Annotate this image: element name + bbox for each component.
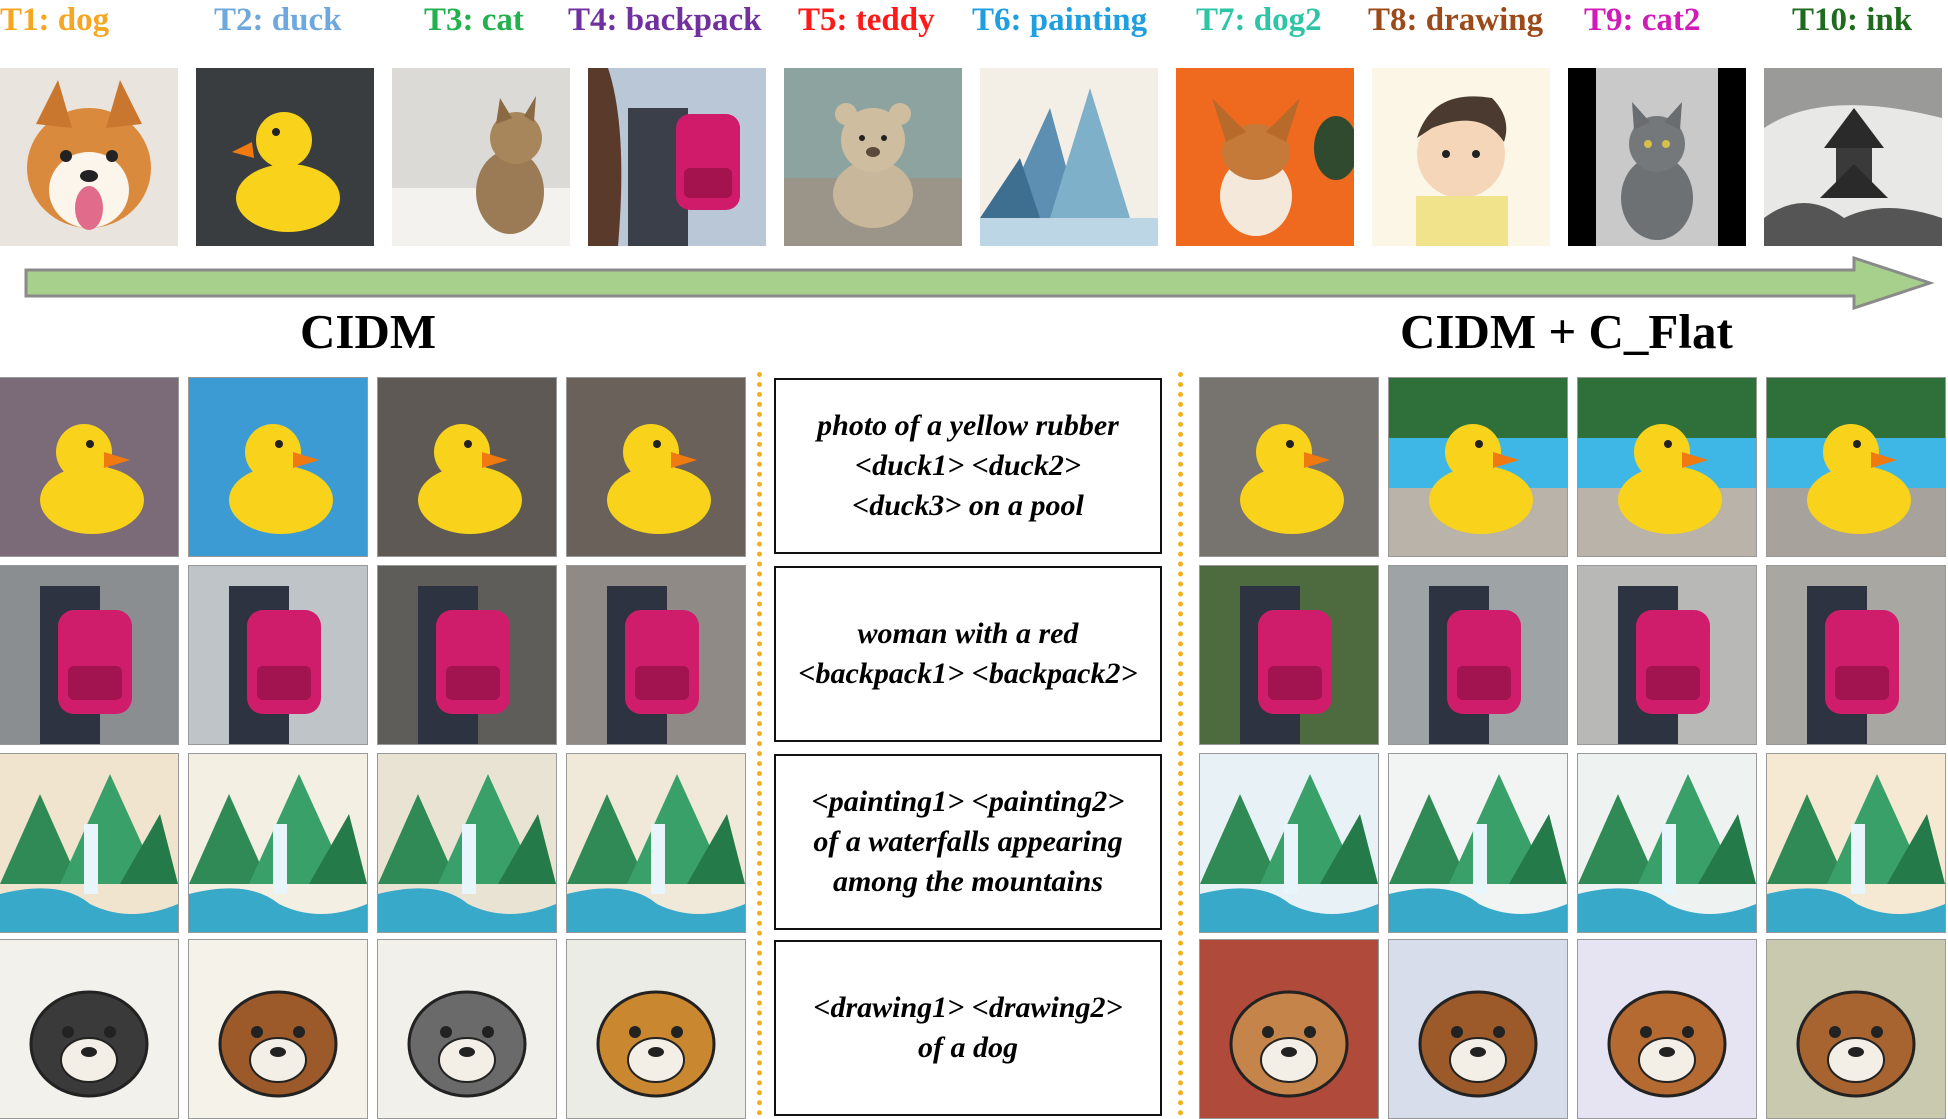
cidm-duck-image bbox=[188, 377, 368, 557]
task-image-cat bbox=[392, 68, 570, 246]
task-label: T6: painting bbox=[972, 2, 1148, 38]
cidm-painting-image bbox=[377, 753, 557, 933]
task-image-dog bbox=[0, 68, 178, 246]
cidm-painting-image bbox=[0, 753, 179, 933]
cidm-cflat-drawing-image bbox=[1766, 939, 1946, 1119]
prompt-text: <painting1> <painting2> of a waterfalls … bbox=[811, 785, 1125, 898]
cidm-cflat-duck-image bbox=[1577, 377, 1757, 557]
cidm-drawing-image bbox=[188, 939, 368, 1119]
method-title-cidm-cflat: CIDM + C_Flat bbox=[1400, 304, 1733, 359]
cidm-backpack-image bbox=[188, 565, 368, 745]
cidm-cflat-duck-image bbox=[1388, 377, 1568, 557]
cidm-duck-image bbox=[566, 377, 746, 557]
prompt-box-painting: <painting1> <painting2> of a waterfalls … bbox=[774, 754, 1162, 930]
cidm-cflat-backpack-image bbox=[1766, 565, 1946, 745]
cidm-cflat-drawing-image bbox=[1199, 939, 1379, 1119]
prompt-text: photo of a yellow rubber <duck1> <duck2>… bbox=[817, 409, 1119, 522]
task-image-ink bbox=[1764, 68, 1942, 246]
task-label: T5: teddy bbox=[798, 2, 935, 38]
task-image-cat2 bbox=[1568, 68, 1746, 246]
cidm-cflat-drawing-image bbox=[1577, 939, 1757, 1119]
prompt-box-drawing: <drawing1> <drawing2> of a dog bbox=[774, 940, 1162, 1116]
cidm-drawing-image bbox=[0, 939, 179, 1119]
cidm-duck-image bbox=[377, 377, 557, 557]
task-label: T1: dog bbox=[0, 2, 110, 38]
prompt-text: woman with a red <backpack1> <backpack2> bbox=[798, 617, 1138, 690]
task-label: T2: duck bbox=[214, 2, 342, 38]
cidm-cflat-duck-image bbox=[1199, 377, 1379, 557]
cidm-cflat-backpack-image bbox=[1199, 565, 1379, 745]
right-divider bbox=[1178, 372, 1183, 1116]
cidm-cflat-painting-image bbox=[1388, 753, 1568, 933]
cidm-cflat-painting-image bbox=[1577, 753, 1757, 933]
cidm-painting-image bbox=[566, 753, 746, 933]
cidm-backpack-image bbox=[377, 565, 557, 745]
cidm-duck-image bbox=[0, 377, 179, 557]
cidm-cflat-backpack-image bbox=[1577, 565, 1757, 745]
cidm-backpack-image bbox=[566, 565, 746, 745]
task-image-drawing bbox=[1372, 68, 1550, 246]
prompt-box-duck: photo of a yellow rubber <duck1> <duck2>… bbox=[774, 378, 1162, 554]
task-image-backpack bbox=[588, 68, 766, 246]
cidm-drawing-image bbox=[566, 939, 746, 1119]
task-label: T8: drawing bbox=[1368, 2, 1544, 38]
cidm-cflat-drawing-image bbox=[1388, 939, 1568, 1119]
left-divider bbox=[757, 372, 762, 1116]
task-image-dog2 bbox=[1176, 68, 1354, 246]
task-label: T7: dog2 bbox=[1196, 2, 1322, 38]
cidm-painting-image bbox=[188, 753, 368, 933]
task-image-duck bbox=[196, 68, 374, 246]
cidm-backpack-image bbox=[0, 565, 179, 745]
method-title-cidm: CIDM bbox=[300, 304, 437, 359]
task-image-teddy bbox=[784, 68, 962, 246]
cidm-cflat-painting-image bbox=[1199, 753, 1379, 933]
task-image-painting bbox=[980, 68, 1158, 246]
prompt-box-backpack: woman with a red <backpack1> <backpack2> bbox=[774, 566, 1162, 742]
task-sequence-arrow bbox=[24, 256, 1934, 310]
prompt-text: <drawing1> <drawing2> of a dog bbox=[813, 991, 1123, 1064]
task-label: T4: backpack bbox=[568, 2, 762, 38]
cidm-cflat-backpack-image bbox=[1388, 565, 1568, 745]
cidm-drawing-image bbox=[377, 939, 557, 1119]
task-label: T9: cat2 bbox=[1584, 2, 1701, 38]
task-label: T3: cat bbox=[424, 2, 524, 38]
task-label: T10: ink bbox=[1792, 2, 1913, 38]
cidm-cflat-duck-image bbox=[1766, 377, 1946, 557]
cidm-cflat-painting-image bbox=[1766, 753, 1946, 933]
